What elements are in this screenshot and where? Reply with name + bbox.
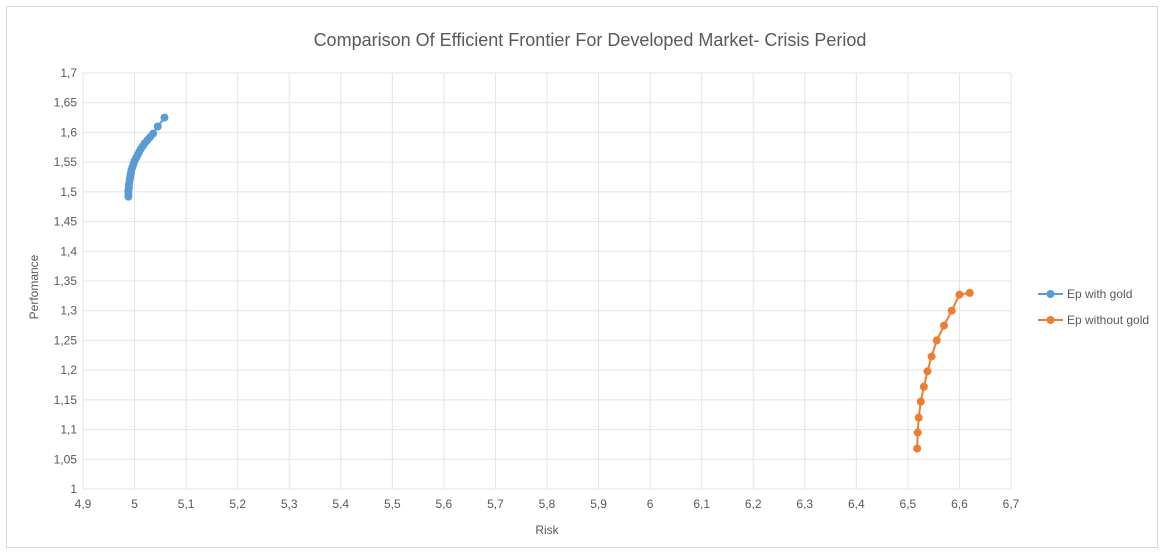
x-tick-label: 5,1 [178, 497, 195, 511]
y-tick-label: 1,1 [60, 423, 77, 437]
y-tick-label: 1,45 [54, 215, 78, 229]
data-point [153, 122, 162, 131]
x-tick-label: 5,4 [332, 497, 349, 511]
x-tick-label: 6,2 [745, 497, 762, 511]
y-tick-label: 1,35 [54, 274, 78, 288]
y-tick-label: 1,4 [60, 244, 77, 258]
data-point [913, 428, 922, 437]
y-tick-label: 1,65 [54, 96, 78, 110]
y-axis-ticks: 1 1,05 1,1 1,15 1,2 1,25 1,3 1,35 1,4 1,45 1,5 1,55… [54, 66, 78, 496]
y-tick-label: 1,25 [54, 333, 78, 347]
y-tick-label: 1,15 [54, 393, 78, 407]
y-tick-label: 1,55 [54, 155, 78, 169]
x-tick-label: 5,6 [436, 497, 453, 511]
x-tick-label: 6,7 [1003, 497, 1020, 511]
y-tick-label: 1,6 [60, 125, 77, 139]
data-point [932, 336, 941, 345]
data-point [927, 352, 936, 361]
data-point [913, 444, 922, 453]
legend-label: Ep with gold [1067, 287, 1132, 301]
x-tick-label: 5,7 [487, 497, 504, 511]
legend: Ep with gold Ep without gold [1038, 287, 1149, 327]
series-1 [124, 113, 169, 201]
x-tick-label: 5 [131, 497, 138, 511]
x-tick-label: 6,6 [951, 497, 968, 511]
x-tick-label: 6,4 [848, 497, 865, 511]
y-tick-label: 1,05 [54, 452, 78, 466]
series-layer [124, 113, 974, 453]
chart-title: Comparison Of Efficient Frontier For Dev… [314, 30, 867, 50]
x-tick-label: 6,3 [796, 497, 813, 511]
x-tick-label: 5,2 [229, 497, 246, 511]
data-point [160, 113, 169, 122]
y-tick-label: 1,2 [60, 363, 77, 377]
data-point [955, 290, 964, 299]
x-tick-label: 5,5 [384, 497, 401, 511]
data-point [149, 129, 158, 138]
legend-item: Ep with gold [1038, 287, 1132, 301]
data-point [919, 382, 928, 391]
y-tick-label: 1,3 [60, 304, 77, 318]
chart-svg: Comparison Of Efficient Frontier For Dev… [27, 30, 1149, 537]
data-point [916, 397, 925, 406]
data-point [947, 306, 956, 315]
series-2 [913, 288, 974, 453]
legend-swatch-marker [1046, 290, 1055, 298]
x-tick-label: 5,3 [281, 497, 298, 511]
legend-item: Ep without gold [1038, 313, 1149, 327]
grid [82, 72, 1012, 490]
y-axis-label: Perfomance [27, 254, 41, 319]
data-point [939, 321, 948, 330]
x-tick-label: 6 [647, 497, 654, 511]
x-tick-label: 5,8 [539, 497, 556, 511]
x-axis-ticks: 4,9 5 5,1 5,2 5,3 5,4 5,5 5,6 5,7 5,8 5,9 6 6,1 6,2 6,… [75, 497, 1020, 511]
chart-frame: Comparison Of Efficient Frontier For Dev… [6, 6, 1158, 548]
data-point [965, 288, 974, 297]
y-tick-label: 1,5 [60, 185, 77, 199]
x-tick-label: 6,1 [693, 497, 710, 511]
legend-label: Ep without gold [1067, 313, 1149, 327]
data-point [923, 367, 932, 376]
legend-swatch-marker [1046, 316, 1055, 324]
y-tick-label: 1 [70, 482, 77, 496]
x-axis-label: Risk [535, 523, 559, 537]
x-tick-label: 5,9 [590, 497, 607, 511]
x-tick-label: 4,9 [75, 497, 92, 511]
y-tick-label: 1,7 [60, 66, 77, 80]
data-point [914, 413, 923, 422]
x-tick-label: 6,5 [900, 497, 917, 511]
